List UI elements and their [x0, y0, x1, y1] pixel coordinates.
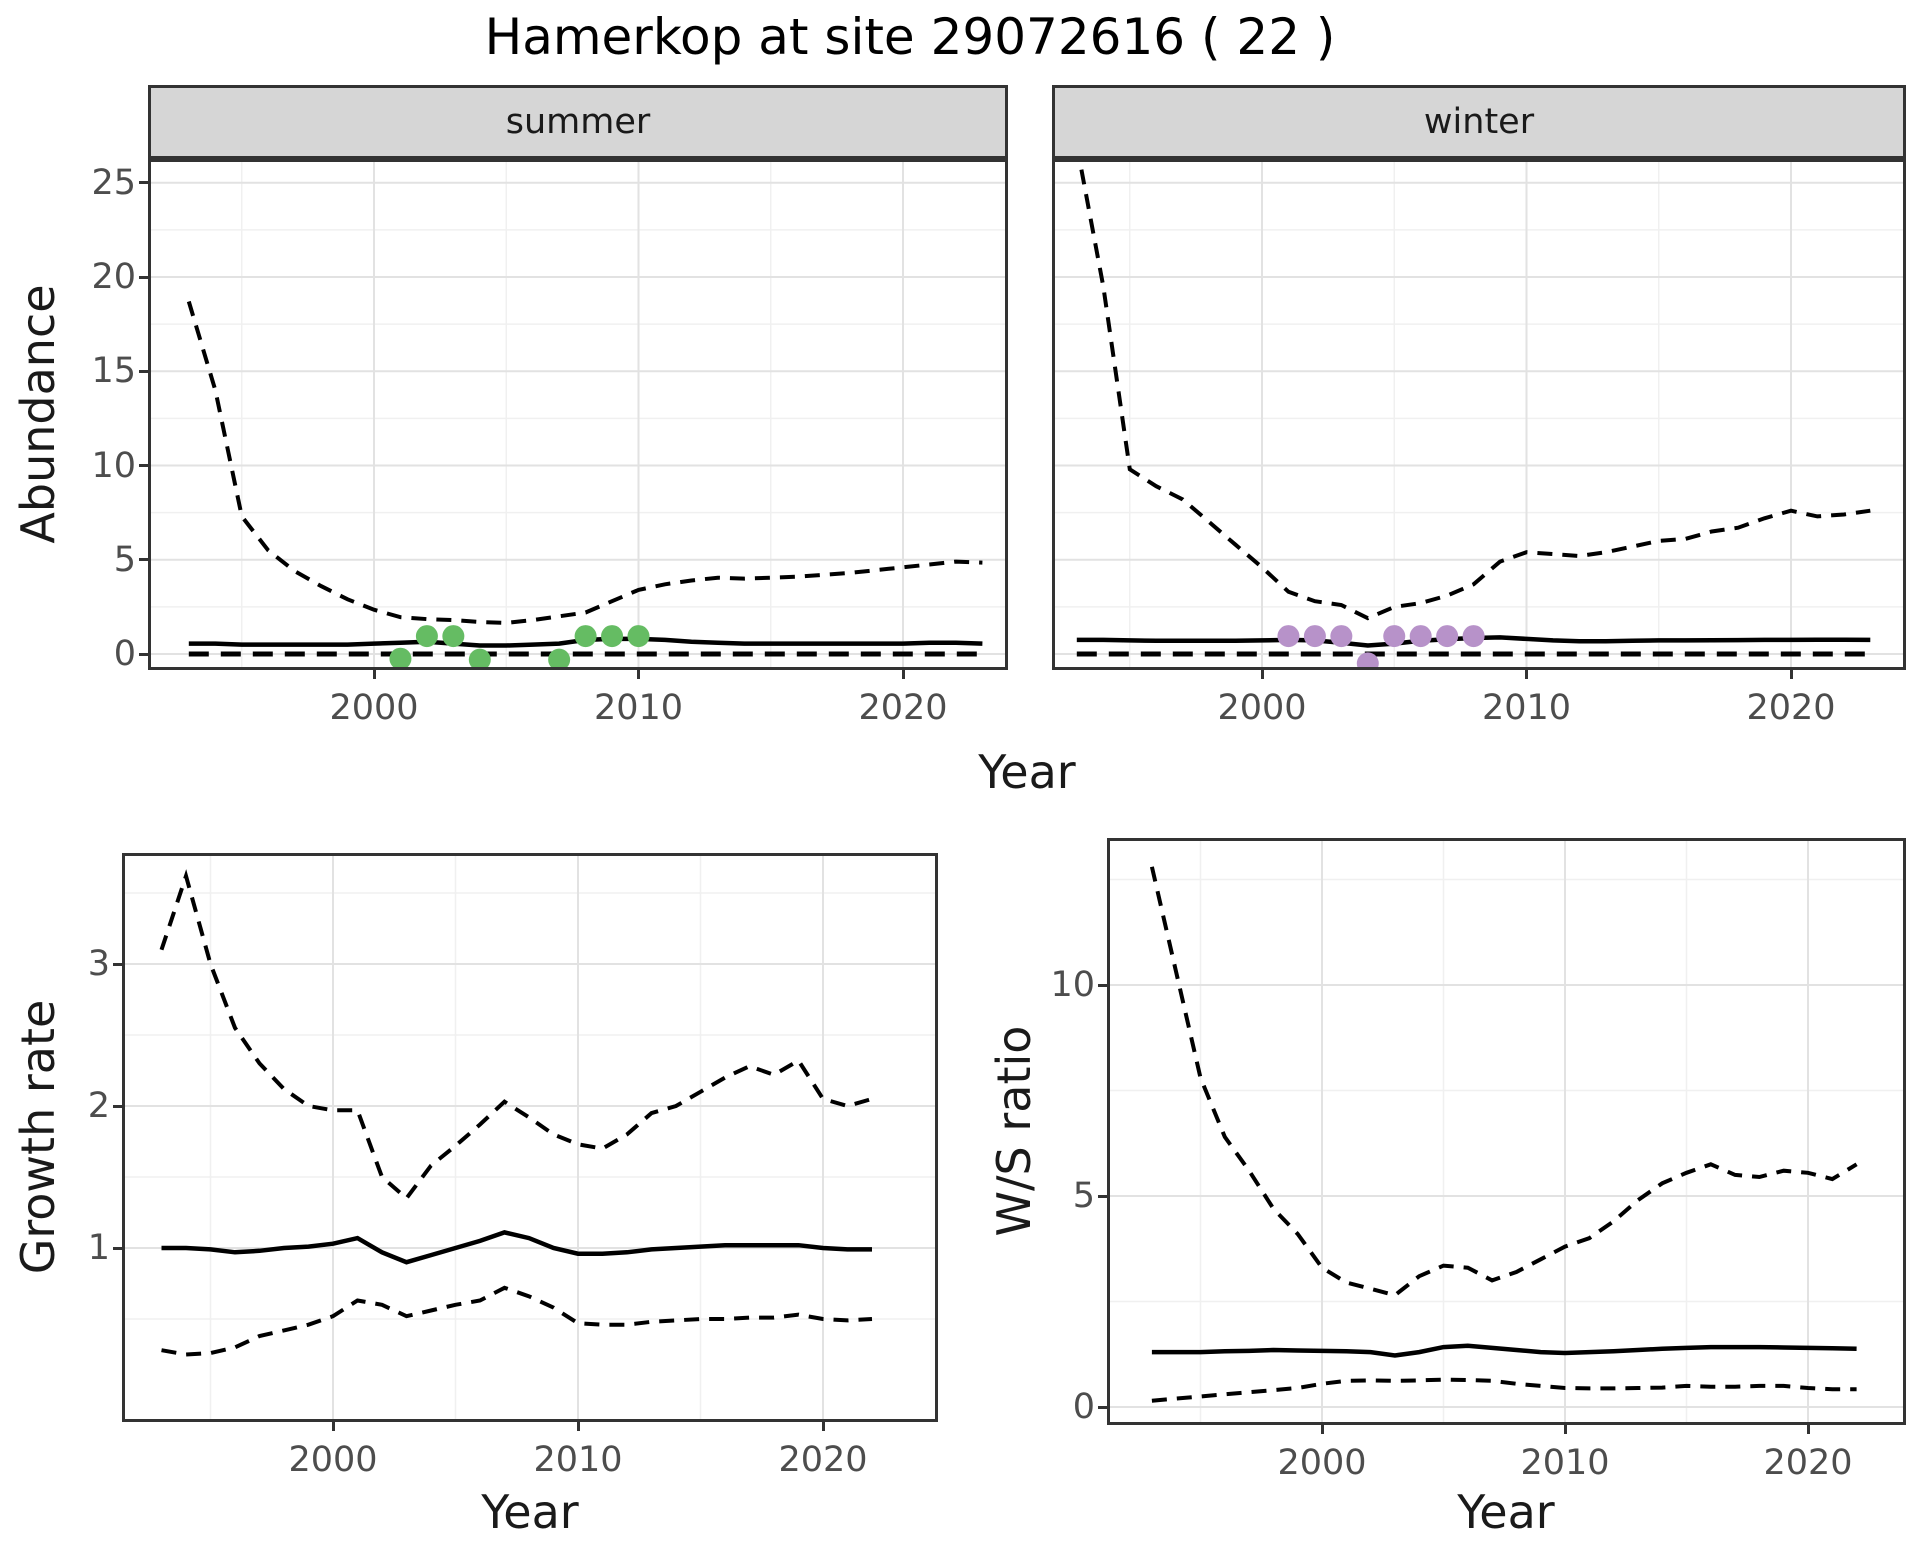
y-tick-label: 1	[87, 1228, 110, 1268]
growth-year-axis-title: Year	[481, 1485, 579, 1539]
observation-point	[574, 625, 597, 648]
x-tick-label: 2020	[858, 688, 948, 728]
x-tick-label: 2000	[329, 688, 419, 728]
x-tick-mark	[372, 670, 376, 679]
y-tick-mark	[139, 275, 148, 279]
panel-border	[122, 853, 938, 1422]
y-tick-mark	[139, 558, 148, 562]
y-tick-label: 0	[1072, 1387, 1095, 1427]
y-tick-label: 5	[113, 539, 136, 580]
x-tick-label: 2020	[1746, 688, 1836, 728]
y-tick-label: 2	[87, 1086, 110, 1126]
y-tick-mark	[139, 652, 148, 656]
y-tick-label: 3	[87, 944, 110, 984]
upper-ci-dashed	[1077, 159, 1871, 621]
observation-point	[1462, 625, 1485, 648]
panel-background	[1107, 838, 1906, 1425]
y-tick-mark	[139, 181, 148, 185]
observation-point	[1303, 625, 1326, 648]
y-tick-mark	[1098, 1405, 1107, 1409]
x-tick-label: 2000	[1277, 1443, 1367, 1483]
observation-point	[442, 625, 465, 648]
facet-strip-summer-label: summer	[505, 102, 651, 142]
median-solid	[161, 1230, 872, 1265]
x-tick-mark	[331, 1422, 335, 1431]
x-tick-label: 2000	[1217, 688, 1307, 728]
x-tick-mark	[1563, 1425, 1567, 1434]
observation-point	[548, 648, 571, 670]
facet-strip-winter-label: winter	[1423, 102, 1535, 142]
y-tick-label: 10	[91, 445, 136, 486]
observation-point	[415, 625, 438, 648]
observation-point	[601, 625, 624, 648]
x-tick-label: 2020	[778, 1440, 868, 1480]
facet-strip-summer: summer	[148, 85, 1008, 159]
panel-border	[148, 159, 1008, 670]
facet-strip-winter: winter	[1052, 85, 1906, 159]
observation-point	[1277, 625, 1300, 648]
x-tick-mark	[637, 670, 640, 679]
y-tick-label: 10	[1050, 965, 1095, 1005]
x-tick-mark	[1789, 670, 1793, 679]
x-tick-mark	[1806, 1425, 1810, 1434]
x-tick-label: 2010	[593, 688, 684, 728]
x-tick-label: 2010	[1481, 688, 1572, 728]
upper-ci-dashed	[159, 869, 873, 1202]
observation-point	[389, 647, 412, 670]
observation-point	[1383, 625, 1406, 648]
top-year-axis-title: Year	[978, 745, 1076, 799]
abundance-summer-panel	[148, 159, 1008, 670]
panel-background	[1052, 159, 1906, 670]
observation-point	[1436, 625, 1459, 648]
ws-ratio-panel	[1107, 838, 1906, 1425]
ws-year-axis-title: Year	[1457, 1485, 1555, 1539]
y-tick-mark	[139, 369, 148, 373]
observation-point	[468, 648, 491, 670]
x-tick-mark	[1320, 1425, 1324, 1434]
observation-point	[1409, 625, 1432, 648]
observation-point	[627, 625, 650, 648]
x-tick-label: 2010	[533, 1440, 623, 1480]
abundance-axis-title: Abundance	[11, 284, 65, 544]
panel-background	[122, 853, 938, 1422]
panel-border	[1052, 159, 1906, 670]
x-tick-mark	[1525, 670, 1528, 679]
lower-ci-dashed	[1151, 1377, 1857, 1403]
y-tick-label: 5	[1072, 1176, 1095, 1216]
median-solid	[1151, 1343, 1857, 1358]
x-tick-label: 2020	[1763, 1443, 1853, 1483]
x-tick-mark	[821, 1422, 825, 1431]
x-tick-label: 2010	[1520, 1443, 1610, 1483]
y-tick-mark	[113, 1104, 122, 1108]
observation-point	[1356, 652, 1379, 670]
y-tick-label: 25	[91, 162, 136, 203]
panel-border	[1107, 838, 1906, 1425]
y-tick-label: 20	[91, 257, 136, 297]
upper-ci-dashed	[1149, 866, 1858, 1298]
growth-rate-axis-title: Growth rate	[11, 999, 65, 1275]
x-tick-mark	[901, 670, 905, 679]
y-tick-mark	[139, 464, 148, 467]
y-tick-label: 15	[91, 351, 136, 392]
abundance-winter-panel	[1052, 159, 1906, 670]
y-tick-mark	[1098, 1194, 1107, 1198]
observation-point	[1330, 625, 1353, 648]
growth-rate-panel	[122, 853, 938, 1422]
panel-background	[148, 159, 1008, 670]
ws-ratio-axis-title: W/S ratio	[987, 1025, 1041, 1237]
y-tick-label: 0	[113, 634, 136, 674]
x-tick-mark	[576, 1422, 580, 1431]
y-tick-mark	[1098, 983, 1107, 987]
y-tick-mark	[113, 1246, 122, 1250]
y-tick-mark	[113, 962, 122, 966]
plot-title: Hamerkop at site 29072616 ( 22 )	[484, 8, 1336, 66]
x-tick-mark	[1260, 670, 1264, 679]
upper-ci-dashed	[186, 300, 983, 625]
x-tick-label: 2000	[288, 1440, 378, 1480]
